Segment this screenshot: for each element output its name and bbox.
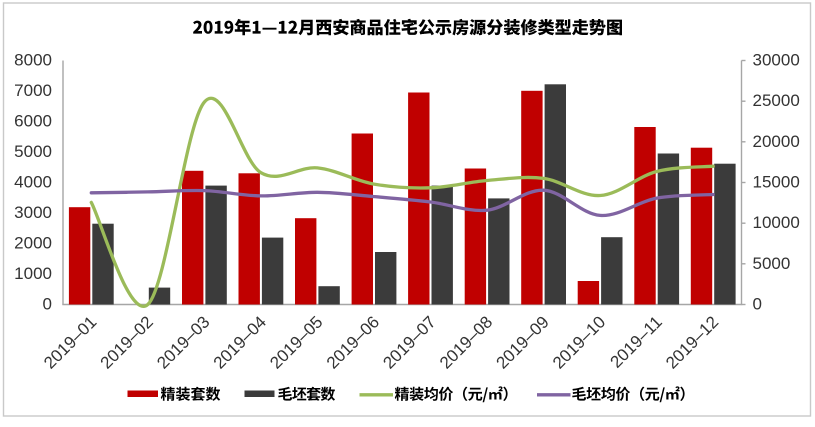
svg-text:5000: 5000: [753, 254, 791, 273]
svg-text:7000: 7000: [14, 81, 52, 100]
svg-text:20000: 20000: [753, 132, 800, 151]
svg-text:5000: 5000: [14, 142, 52, 161]
svg-text:15000: 15000: [753, 173, 800, 192]
svg-text:8000: 8000: [14, 51, 52, 70]
svg-text:4000: 4000: [14, 173, 52, 192]
svg-text:10000: 10000: [753, 213, 800, 232]
svg-text:2000: 2000: [14, 234, 52, 253]
svg-text:6000: 6000: [14, 112, 52, 131]
svg-text:1000: 1000: [14, 264, 52, 283]
svg-text:0: 0: [753, 295, 762, 314]
svg-text:3000: 3000: [14, 203, 52, 222]
svg-text:0: 0: [43, 295, 52, 314]
svg-text:30000: 30000: [753, 51, 800, 70]
svg-text:25000: 25000: [753, 91, 800, 110]
